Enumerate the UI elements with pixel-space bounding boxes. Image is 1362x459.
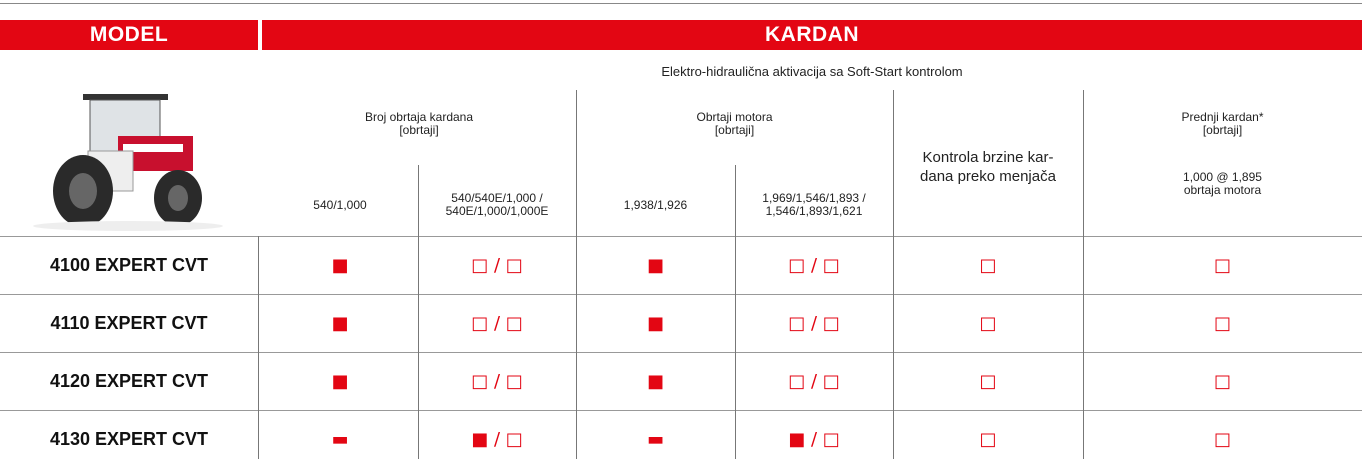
row-divider — [735, 236, 736, 459]
group-unit: [obrtaji] — [262, 124, 576, 137]
availability-cell: ■ / □ — [418, 410, 576, 459]
model-name: 4110 EXPERT CVT — [0, 294, 258, 352]
availability-cell: ■ — [576, 294, 735, 352]
availability-cell: □ — [893, 294, 1083, 352]
availability-cell: □ / □ — [735, 236, 893, 294]
kardan-header: KARDAN — [262, 20, 1362, 50]
availability-cell: □ — [1083, 294, 1362, 352]
availability-cell: □ — [1083, 236, 1362, 294]
availability-cell: □ / □ — [418, 352, 576, 410]
divider — [735, 165, 736, 236]
row-divider — [258, 236, 259, 459]
column-label: 540/1,000 — [262, 199, 418, 212]
availability-cell: ■ / □ — [735, 410, 893, 459]
column-label-line: 540E/1,000/1,000E — [418, 205, 576, 218]
availability-cell: □ / □ — [735, 352, 893, 410]
column-label: Kontrola brzine kar-dana preko menjača — [893, 148, 1083, 186]
availability-cell: ■ — [262, 352, 418, 410]
availability-cell: □ — [893, 236, 1083, 294]
front-hub — [168, 185, 188, 211]
column-label: 1,969/1,546/1,893 /1,546/1,893/1,621 — [735, 192, 893, 218]
availability-cell: ■ — [262, 294, 418, 352]
column-label: 1,938/1,926 — [576, 199, 735, 212]
row-divider — [893, 236, 894, 459]
column-label-line: 1,938/1,926 — [576, 199, 735, 212]
spec-table: MODELKARDAN Elektro-hidraulična aktivacij… — [0, 0, 1362, 459]
availability-cell: ■ — [576, 352, 735, 410]
model-name: 4100 EXPERT CVT — [0, 236, 258, 294]
row-divider — [1083, 236, 1084, 459]
column-label-line: 540/1,000 — [262, 199, 418, 212]
model-header: MODEL — [0, 20, 258, 50]
availability-cell: □ — [893, 352, 1083, 410]
column-label-line: Kontrola brzine kar- — [893, 148, 1083, 167]
column-label-line: 1,546/1,893/1,621 — [735, 205, 893, 218]
row-divider — [418, 236, 419, 459]
availability-cell: □ / □ — [418, 236, 576, 294]
row-divider — [576, 236, 577, 459]
divider — [893, 90, 894, 236]
column-label: 540/540E/1,000 /540E/1,000/1,000E — [418, 192, 576, 218]
cab-roof — [83, 94, 168, 100]
availability-cell: □ — [1083, 410, 1362, 459]
column-label-line: obrtaja motora — [1083, 184, 1362, 197]
shadow — [33, 221, 223, 231]
divider — [1083, 90, 1084, 236]
tractor-image — [28, 86, 228, 231]
top-rule — [0, 3, 1362, 4]
availability-cell: □ — [1083, 352, 1362, 410]
subheader: Elektro-hidraulična aktivacija sa Soft-S… — [262, 65, 1362, 78]
availability-cell: □ — [893, 410, 1083, 459]
column-label-line: dana preko menjača — [893, 167, 1083, 186]
group-unit: [obrtaji] — [1083, 124, 1362, 137]
availability-cell: □ / □ — [735, 294, 893, 352]
rear-hub — [69, 173, 97, 209]
model-name: 4120 EXPERT CVT — [0, 352, 258, 410]
model-name: 4130 EXPERT CVT — [0, 410, 258, 459]
group-unit: [obrtaji] — [576, 124, 893, 137]
availability-cell: ▬ — [576, 410, 735, 459]
availability-cell: ▬ — [262, 410, 418, 459]
divider — [576, 90, 577, 236]
availability-cell: ■ — [576, 236, 735, 294]
divider — [418, 165, 419, 236]
availability-cell: ■ — [262, 236, 418, 294]
availability-cell: □ / □ — [418, 294, 576, 352]
